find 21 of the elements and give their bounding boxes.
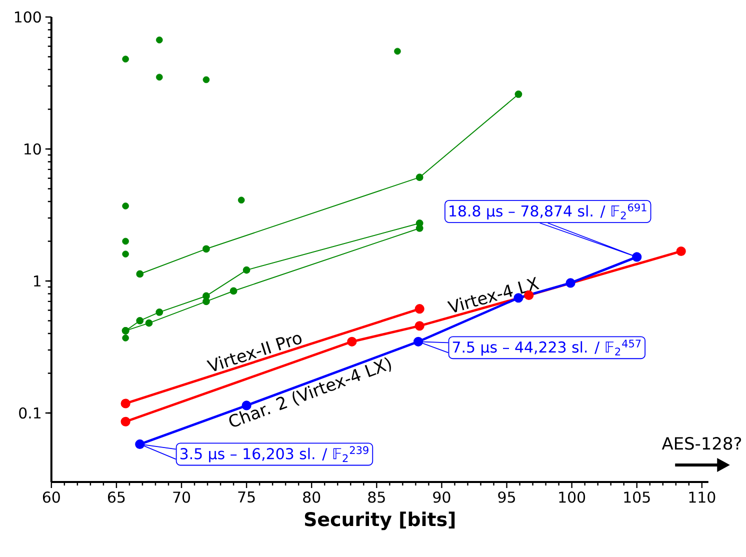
- x-tick-label: 95: [498, 491, 515, 503]
- x-tick-label: 105: [624, 491, 650, 503]
- text: Virtex-4 LX: [447, 276, 540, 312]
- y-tick-label: 100: [14, 11, 41, 23]
- annotation: 18.8 μs – 78,874 sl. / 𝔽$_{2}$691: [450, 203, 646, 220]
- x-tick-label: 65: [108, 491, 125, 503]
- x-tick-label: 110: [689, 491, 716, 503]
- x-tick-label: 70: [173, 491, 190, 503]
- annotation: 7.5 μs – 44,223 sl. / 𝔽$_{2}$457: [452, 340, 641, 356]
- y-tick-label: 1: [34, 276, 40, 286]
- x-tick-label: 60: [42, 491, 60, 503]
- x-axis-title: Security [bits]: [304, 512, 455, 530]
- x-tick-label: 90: [433, 491, 450, 503]
- x-tick-label: 75: [238, 491, 255, 503]
- x-tick-label: 100: [559, 491, 586, 503]
- y-tick-label: 0.1: [19, 407, 40, 419]
- y-tick-label: 10: [24, 143, 41, 155]
- x-tick-label: 80: [303, 491, 320, 503]
- x-tick-label: 85: [368, 491, 385, 503]
- annotation: 3.5 μs – 16,203 sl. / 𝔽$_{2}$239: [180, 446, 368, 462]
- annotation: AES-128?: [662, 436, 742, 450]
